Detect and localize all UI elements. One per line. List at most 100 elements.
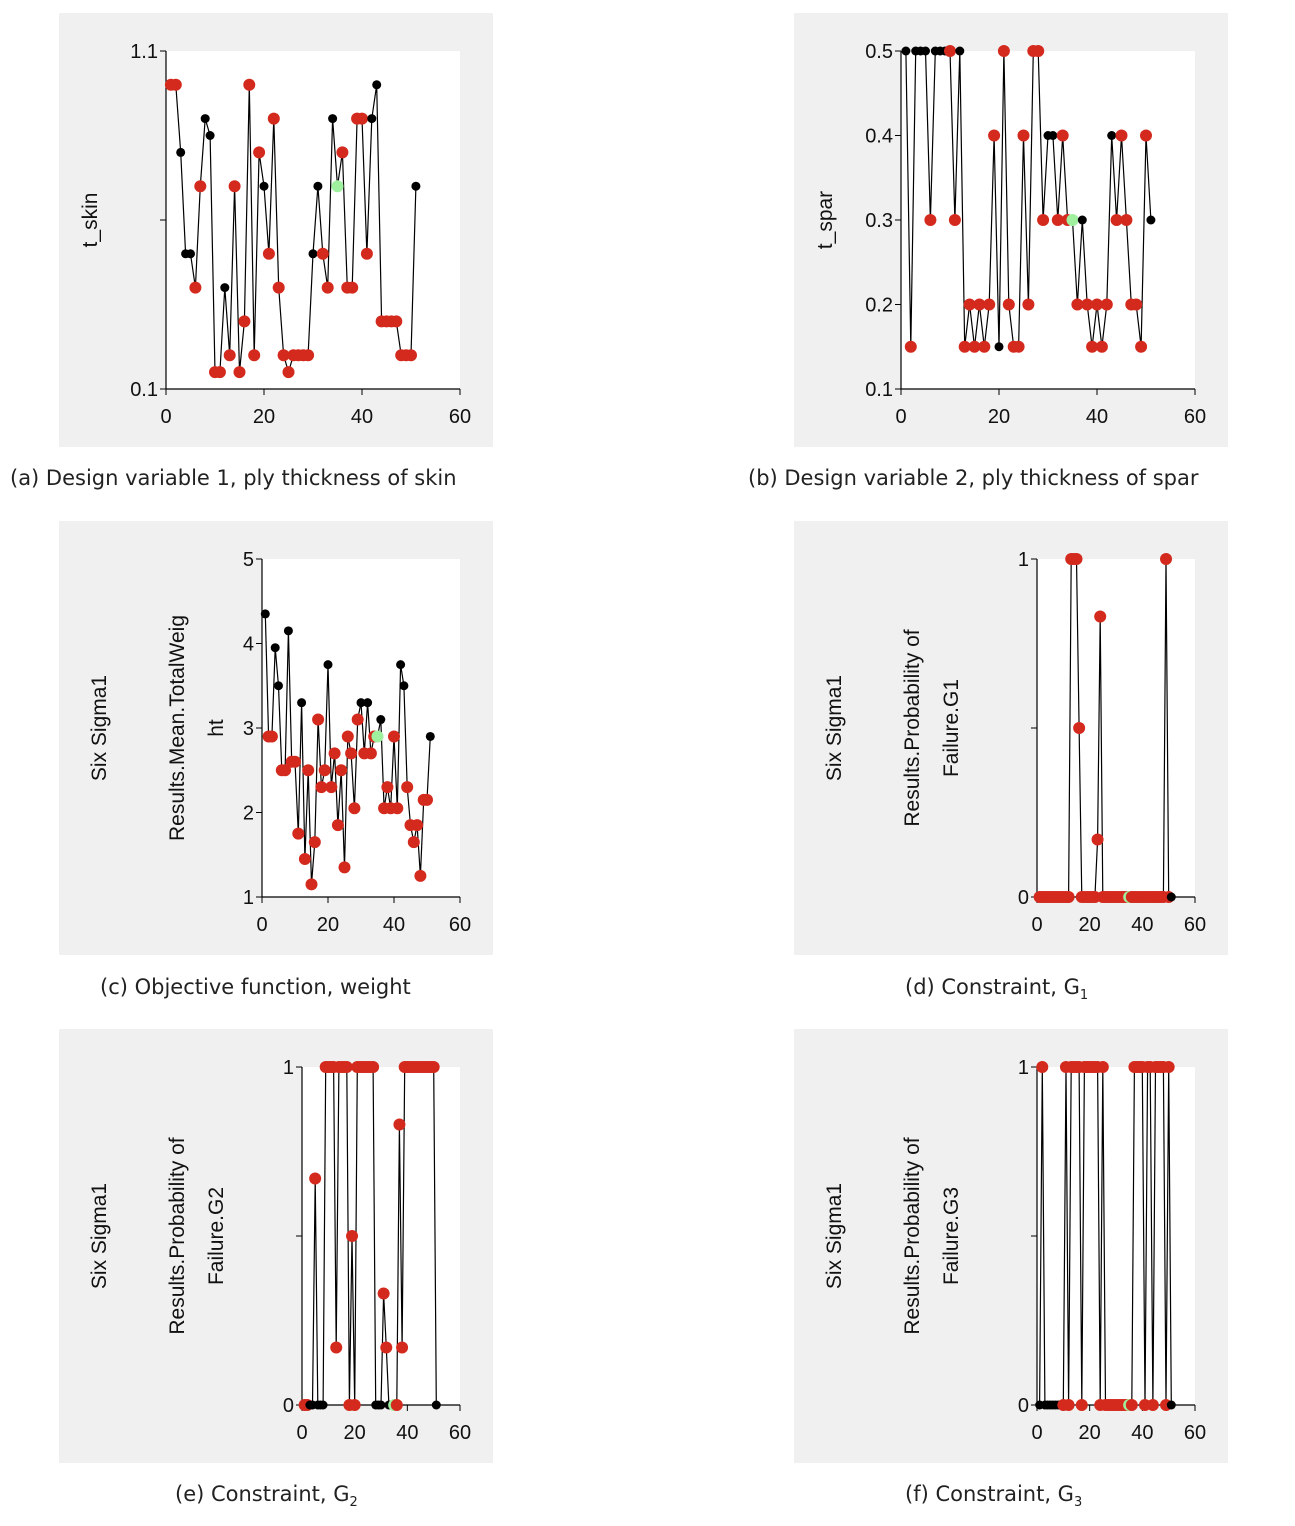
chart-b: 0 20 40 60 0.1 0.2 0.3 0.4 0.5 t_spar — [814, 41, 1206, 428]
y-tick-label: 5 — [243, 549, 254, 571]
caption-d-text: (d) Constraint, G — [905, 975, 1080, 999]
x-tick-label: 20 — [1079, 1422, 1101, 1444]
x-tick-label: 60 — [1184, 914, 1206, 936]
x-tick-label: 20 — [988, 406, 1010, 428]
y-tick-label: 0 — [283, 1395, 294, 1417]
feasible-point — [901, 46, 911, 56]
y-axis-label: Results.Probability of — [166, 1137, 189, 1334]
y-tick-label: 1 — [1018, 549, 1029, 571]
infeasible-point — [321, 281, 334, 294]
panel-d: 0 20 40 60 0 1 Six Sigma1 Results.Probability o… — [794, 521, 1228, 955]
caption-f: (f) Constraint, G3 — [905, 1482, 1082, 1510]
feasible-point — [323, 660, 333, 670]
x-tick-label: 40 — [351, 406, 373, 428]
panel-c: 0 20 40 60 1 2 3 4 5 Six Sigma1 Results.Mean.Total… — [59, 521, 493, 955]
infeasible-point — [289, 755, 301, 768]
infeasible-point — [1062, 891, 1075, 903]
y-tick-label: 0 — [1018, 1395, 1029, 1417]
x-tick-label: 20 — [317, 914, 339, 936]
infeasible-point — [277, 349, 290, 362]
y-tick-label: 0.1 — [865, 379, 893, 401]
panel-b: 0 20 40 60 0.1 0.2 0.3 0.4 0.5 t_spar — [794, 13, 1228, 447]
feasible-point — [205, 131, 215, 140]
y-tick-label: 1 — [243, 887, 254, 909]
infeasible-point — [345, 747, 358, 760]
y-axis-label: t_spar — [814, 191, 837, 249]
panel-f: 0 20 40 60 0 1 Six Sigma1 Results.Probability o… — [794, 1029, 1228, 1463]
y-axis-label: Results.Probability of — [901, 1137, 924, 1334]
infeasible-point — [381, 781, 394, 794]
best-point — [331, 180, 344, 193]
infeasible-point — [1160, 553, 1173, 565]
feasible-point — [313, 181, 323, 191]
infeasible-point — [364, 747, 377, 760]
infeasible-point — [346, 281, 359, 294]
infeasible-point — [396, 1341, 409, 1354]
infeasible-point — [1130, 298, 1143, 311]
chart-c: 0 20 40 60 1 2 3 4 5 Six Sigma1 Results.Mean.Total… — [88, 549, 471, 936]
feasible-point — [318, 1400, 328, 1410]
infeasible-point — [194, 180, 207, 193]
infeasible-point — [973, 298, 986, 311]
x-tick-label: 40 — [383, 914, 405, 936]
infeasible-point — [393, 1118, 406, 1131]
x-tick-label: 0 — [256, 914, 267, 936]
y-axis-label: t_skin — [79, 193, 102, 248]
infeasible-point — [348, 1399, 361, 1411]
y-axis-label: Six Sigma1 — [88, 1183, 111, 1289]
feasible-point — [921, 46, 930, 56]
infeasible-point — [1037, 214, 1050, 226]
infeasible-point — [223, 349, 236, 362]
infeasible-point — [356, 112, 368, 125]
infeasible-point — [1091, 298, 1103, 311]
feasible-point — [200, 114, 210, 124]
infeasible-point — [1032, 45, 1045, 57]
infeasible-point — [302, 764, 315, 777]
x-tick-label: 60 — [1184, 1422, 1206, 1444]
feasible-point — [1077, 215, 1087, 225]
infeasible-point — [169, 78, 182, 91]
infeasible-point — [331, 819, 344, 832]
y-tick-label: 1 — [283, 1057, 294, 1079]
feasible-point — [376, 715, 386, 725]
y-tick-label: 4 — [243, 634, 254, 656]
infeasible-point — [1100, 298, 1113, 311]
infeasible-point — [335, 764, 348, 777]
infeasible-point — [1051, 214, 1064, 226]
infeasible-point — [1115, 129, 1128, 142]
infeasible-point — [282, 366, 295, 379]
y-axis-label: Six Sigma1 — [823, 675, 846, 781]
infeasible-point — [341, 730, 354, 743]
x-tick-label: 20 — [253, 406, 275, 428]
infeasible-point — [427, 1061, 440, 1073]
caption-e: (e) Constraint, G2 — [175, 1482, 358, 1510]
infeasible-point — [1135, 340, 1148, 353]
infeasible-point — [340, 1061, 353, 1073]
caption-c: (c) Objective function, weight — [100, 975, 411, 999]
infeasible-point — [330, 1341, 343, 1354]
infeasible-point — [390, 315, 403, 328]
y-tick-label: 0.1 — [130, 379, 158, 401]
feasible-point — [260, 609, 270, 619]
infeasible-point — [265, 730, 278, 743]
infeasible-point — [1094, 610, 1107, 623]
infeasible-point — [388, 730, 400, 743]
y-tick-label: 0.4 — [865, 126, 893, 148]
infeasible-point — [963, 298, 976, 311]
caption-b: (b) Design variable 2, ply thickness of … — [748, 466, 1199, 490]
feasible-point — [328, 114, 338, 124]
feasible-point — [399, 681, 409, 691]
feasible-point — [283, 626, 293, 636]
infeasible-point — [380, 1341, 393, 1354]
feasible-point — [425, 731, 435, 741]
infeasible-point — [338, 861, 351, 874]
infeasible-point — [367, 1061, 380, 1073]
x-tick-label: 0 — [895, 406, 906, 428]
x-tick-label: 60 — [1184, 406, 1206, 428]
infeasible-point — [405, 349, 417, 362]
infeasible-point — [309, 1172, 322, 1185]
infeasible-point — [308, 836, 321, 849]
x-tick-label: 60 — [449, 1422, 471, 1444]
feasible-point — [1146, 215, 1156, 225]
chart-a: 0 20 40 60 0.1 1.1 t_skin — [79, 41, 471, 428]
